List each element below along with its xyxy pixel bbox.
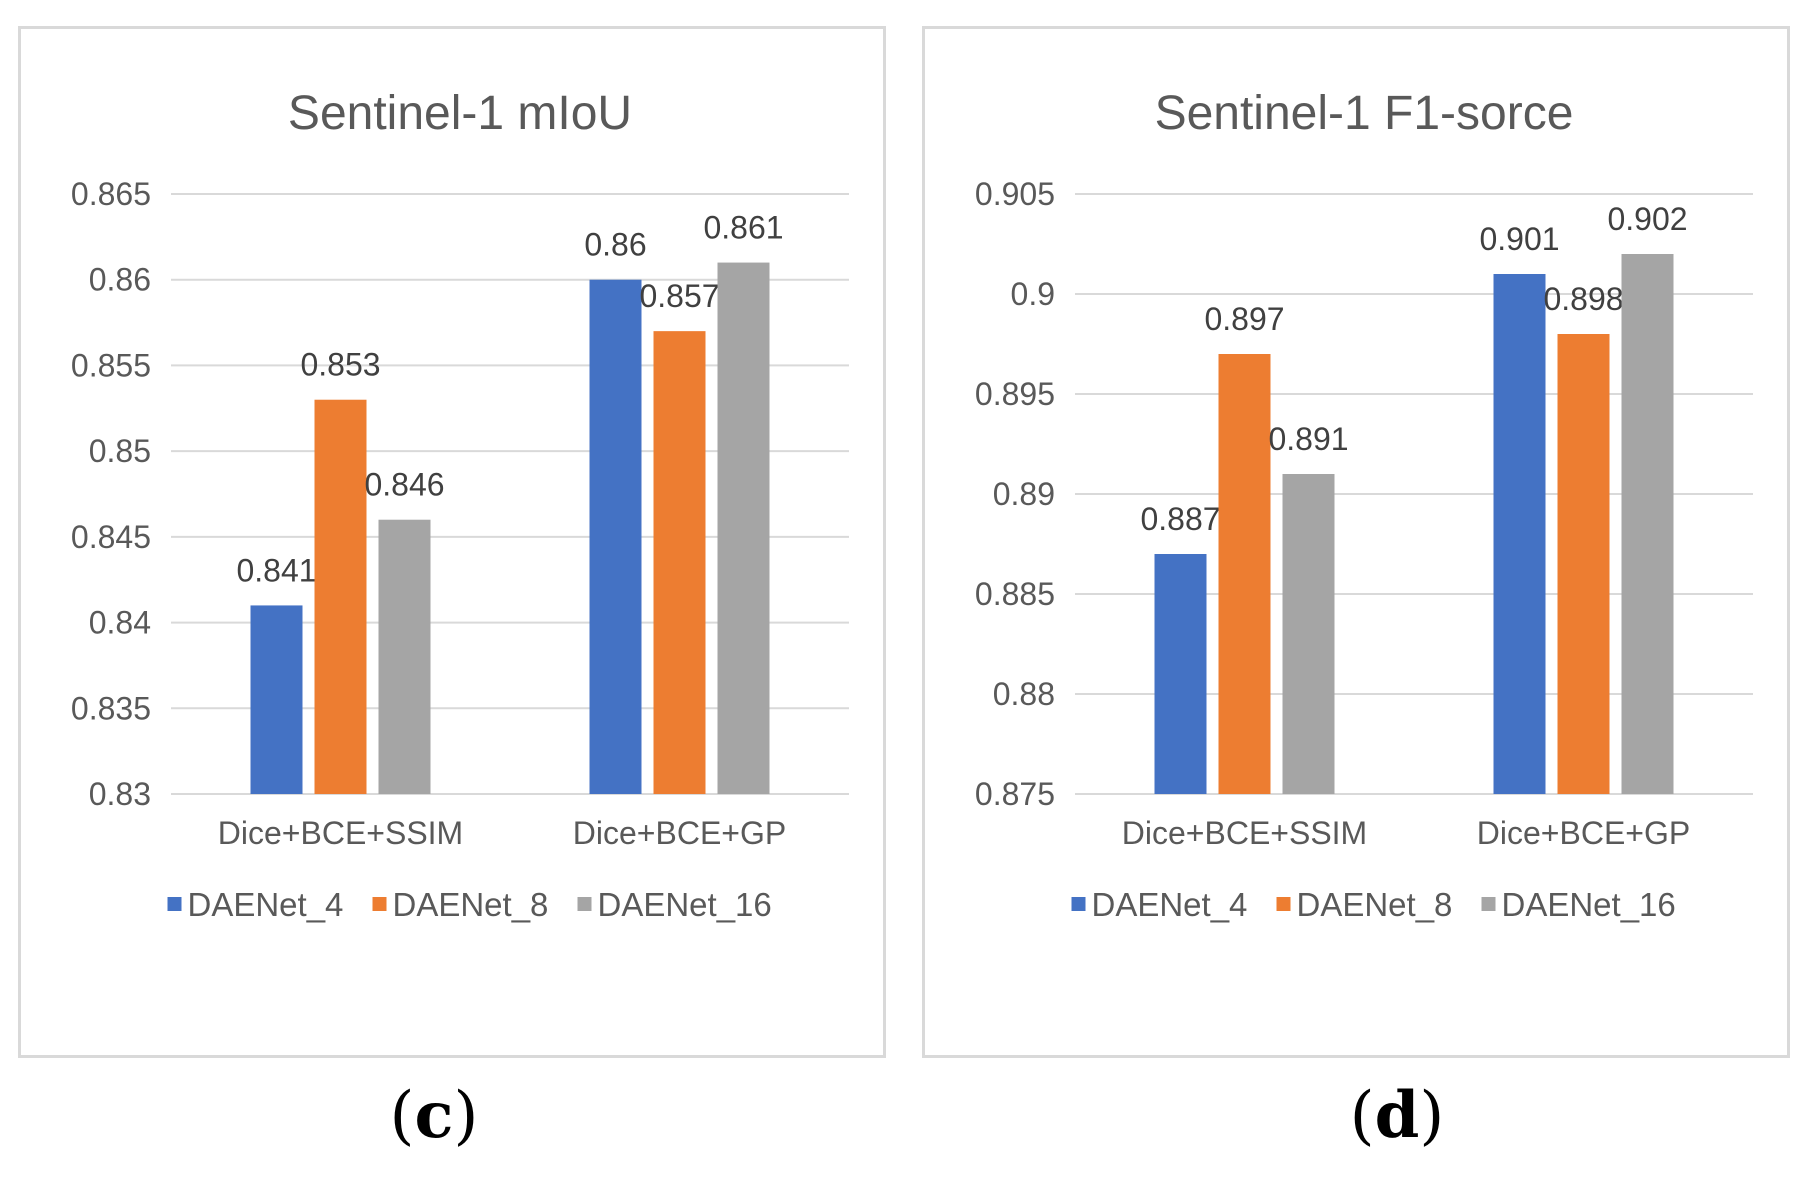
- y-tick-label: 0.905: [975, 176, 1055, 212]
- chart-title: Sentinel-1 F1-sorce: [1155, 87, 1574, 140]
- chart-d: Sentinel-1 F1-sorce 0.875 0.88 0.885 0.89 0.8…: [975, 87, 1753, 923]
- y-tick-label: 0.85: [89, 433, 151, 469]
- y-tick-label: 0.895: [975, 376, 1055, 412]
- data-label: 0.902: [1607, 201, 1687, 237]
- legend-swatch: [1276, 897, 1291, 911]
- legend-swatch: [577, 897, 592, 911]
- data-label: 0.901: [1479, 221, 1559, 257]
- data-label: 0.898: [1543, 281, 1623, 317]
- y-tick-label: 0.865: [71, 176, 151, 212]
- chart-title: Sentinel-1 mIoU: [288, 87, 632, 140]
- y-tick-label: 0.83: [89, 776, 151, 812]
- bar-daenet-8: [314, 399, 367, 794]
- chart-panel-c: Sentinel-1 mIoU 0.83 0.835 0.84 0.845 0.85 0.8…: [18, 26, 886, 1058]
- caption-d-letter: d: [1374, 1078, 1420, 1153]
- legend-label: DAENet_16: [1502, 886, 1676, 923]
- data-label: 0.891: [1268, 421, 1348, 457]
- y-tick-label: 0.855: [71, 347, 151, 383]
- y-tick-label: 0.9: [1011, 276, 1055, 312]
- legend-label: DAENet_4: [188, 886, 344, 923]
- bar-daenet-16: [378, 519, 431, 794]
- chart-c: Sentinel-1 mIoU 0.83 0.835 0.84 0.845 0.85 0.8…: [71, 87, 849, 923]
- data-label: 0.897: [1204, 301, 1284, 337]
- bar-daenet-16: [1282, 474, 1335, 794]
- data-label: 0.853: [300, 347, 380, 383]
- y-tick-label: 0.89: [993, 476, 1055, 512]
- data-label: 0.861: [703, 210, 783, 246]
- data-label: 0.86: [584, 227, 646, 263]
- bar-daenet-4: [1493, 274, 1546, 794]
- category-label: Dice+BCE+GP: [573, 815, 786, 851]
- legend-label: DAENet_8: [1297, 886, 1453, 923]
- caption-c-open: (: [389, 1079, 415, 1153]
- legend-swatch: [1481, 897, 1496, 911]
- y-tick-label: 0.835: [71, 690, 151, 726]
- caption-d-close: ): [1419, 1079, 1445, 1153]
- y-tick-label: 0.885: [975, 576, 1055, 612]
- bar-daenet-16: [1621, 254, 1674, 794]
- data-label: 0.846: [364, 467, 444, 503]
- legend-label: DAENet_4: [1092, 886, 1248, 923]
- bar-daenet-16: [717, 262, 770, 794]
- bar-daenet-8: [1557, 334, 1610, 794]
- caption-c-close: ): [453, 1079, 479, 1153]
- data-label: 0.841: [236, 552, 316, 588]
- bar-daenet-4: [1154, 554, 1207, 794]
- caption-d-open: (: [1349, 1079, 1375, 1153]
- bar-daenet-4: [589, 279, 642, 794]
- caption-c-letter: c: [414, 1078, 454, 1153]
- bar-daenet-8: [1218, 354, 1271, 794]
- legend-swatch: [167, 897, 182, 911]
- y-tick-label: 0.875: [975, 776, 1055, 812]
- legend-swatch: [372, 897, 387, 911]
- y-tick-label: 0.845: [71, 519, 151, 555]
- chart-panel-d: Sentinel-1 F1-sorce 0.875 0.88 0.885 0.89 0.8…: [922, 26, 1790, 1058]
- y-tick-label: 0.84: [89, 605, 151, 641]
- data-label: 0.887: [1140, 501, 1220, 537]
- caption-c: (c): [334, 1078, 534, 1153]
- category-label: Dice+BCE+SSIM: [1122, 815, 1367, 851]
- y-tick-label: 0.86: [89, 262, 151, 298]
- caption-d: (d): [1297, 1078, 1497, 1153]
- legend-label: DAENet_16: [598, 886, 772, 923]
- legend-swatch: [1071, 897, 1086, 911]
- y-tick-label: 0.88: [993, 676, 1055, 712]
- data-label: 0.857: [639, 278, 719, 314]
- category-label: Dice+BCE+SSIM: [218, 815, 463, 851]
- legend-label: DAENet_8: [393, 886, 549, 923]
- bar-daenet-4: [250, 605, 303, 794]
- category-label: Dice+BCE+GP: [1477, 815, 1690, 851]
- bar-daenet-8: [653, 331, 706, 794]
